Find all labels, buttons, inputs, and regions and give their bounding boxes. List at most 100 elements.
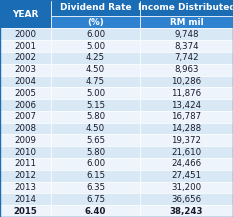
- Text: (%): (%): [87, 18, 104, 26]
- Bar: [51, 146, 140, 158]
- Text: 6.15: 6.15: [86, 171, 105, 180]
- Text: 2002: 2002: [15, 53, 37, 62]
- Bar: [140, 182, 233, 193]
- Text: 27,451: 27,451: [171, 171, 202, 180]
- Bar: [51, 158, 140, 170]
- Text: 2004: 2004: [15, 77, 37, 86]
- Bar: [51, 28, 140, 40]
- Text: 2009: 2009: [15, 136, 37, 145]
- Text: 6.00: 6.00: [86, 159, 105, 168]
- Text: 2000: 2000: [15, 30, 37, 39]
- Text: 5.65: 5.65: [86, 136, 105, 145]
- Text: 31,200: 31,200: [171, 183, 202, 192]
- Text: 9,748: 9,748: [174, 30, 199, 39]
- Bar: [51, 76, 140, 87]
- Text: 2011: 2011: [15, 159, 37, 168]
- Bar: [51, 99, 140, 111]
- Bar: [0, 135, 51, 146]
- Text: 8,963: 8,963: [174, 65, 199, 74]
- Text: 5.00: 5.00: [86, 42, 105, 51]
- Text: 2014: 2014: [15, 195, 37, 204]
- Text: 4.75: 4.75: [86, 77, 105, 86]
- Text: 2012: 2012: [15, 171, 37, 180]
- Text: RM mil: RM mil: [170, 18, 203, 26]
- Bar: [140, 52, 233, 64]
- Bar: [51, 193, 140, 205]
- Bar: [51, 135, 140, 146]
- Bar: [51, 0, 140, 16]
- Bar: [140, 87, 233, 99]
- Text: 2007: 2007: [15, 112, 37, 121]
- Bar: [0, 146, 51, 158]
- Text: Dividend Rate: Dividend Rate: [60, 3, 131, 12]
- Bar: [140, 28, 233, 40]
- Bar: [0, 193, 51, 205]
- Text: 19,372: 19,372: [171, 136, 201, 145]
- Text: 6.40: 6.40: [85, 207, 106, 216]
- Bar: [51, 123, 140, 135]
- Text: 38,243: 38,243: [170, 207, 203, 216]
- Bar: [51, 182, 140, 193]
- Bar: [140, 193, 233, 205]
- Text: 2008: 2008: [15, 124, 37, 133]
- Text: 4.50: 4.50: [86, 124, 105, 133]
- Text: 2005: 2005: [15, 89, 37, 98]
- Bar: [140, 111, 233, 123]
- Bar: [0, 28, 51, 40]
- Bar: [0, 52, 51, 64]
- Text: 8,374: 8,374: [174, 42, 199, 51]
- Text: 5.00: 5.00: [86, 89, 105, 98]
- Bar: [51, 205, 140, 217]
- Text: 24,466: 24,466: [171, 159, 202, 168]
- Bar: [0, 40, 51, 52]
- Bar: [51, 64, 140, 76]
- Text: 11,876: 11,876: [171, 89, 202, 98]
- Text: 2015: 2015: [14, 207, 38, 216]
- Text: Income Distributed: Income Distributed: [137, 3, 233, 12]
- Bar: [51, 87, 140, 99]
- Bar: [140, 0, 233, 16]
- Text: 14,288: 14,288: [171, 124, 202, 133]
- Bar: [140, 123, 233, 135]
- Text: 5.15: 5.15: [86, 100, 105, 110]
- Bar: [140, 205, 233, 217]
- Bar: [0, 205, 51, 217]
- Text: 7,742: 7,742: [174, 53, 199, 62]
- Text: 4.50: 4.50: [86, 65, 105, 74]
- Bar: [140, 99, 233, 111]
- Text: 5.80: 5.80: [86, 112, 105, 121]
- Bar: [0, 99, 51, 111]
- Bar: [0, 170, 51, 182]
- Bar: [140, 158, 233, 170]
- Bar: [0, 87, 51, 99]
- Bar: [0, 158, 51, 170]
- Text: 4.25: 4.25: [86, 53, 105, 62]
- Text: 2001: 2001: [15, 42, 37, 51]
- Text: 2006: 2006: [15, 100, 37, 110]
- Text: YEAR: YEAR: [12, 10, 39, 19]
- Bar: [140, 135, 233, 146]
- Text: 6.00: 6.00: [86, 30, 105, 39]
- Text: 5.80: 5.80: [86, 148, 105, 157]
- Bar: [140, 16, 233, 28]
- Text: 21,610: 21,610: [171, 148, 202, 157]
- Text: 13,424: 13,424: [171, 100, 202, 110]
- Bar: [140, 64, 233, 76]
- Bar: [0, 76, 51, 87]
- Text: 2010: 2010: [15, 148, 37, 157]
- Bar: [0, 64, 51, 76]
- Text: 2003: 2003: [15, 65, 37, 74]
- Text: 10,286: 10,286: [171, 77, 202, 86]
- Bar: [0, 123, 51, 135]
- Bar: [51, 52, 140, 64]
- Bar: [140, 76, 233, 87]
- Text: 6.75: 6.75: [86, 195, 105, 204]
- Bar: [51, 40, 140, 52]
- Text: 2013: 2013: [15, 183, 37, 192]
- Text: 16,787: 16,787: [171, 112, 202, 121]
- Bar: [140, 170, 233, 182]
- Bar: [140, 40, 233, 52]
- Bar: [51, 170, 140, 182]
- Bar: [0, 182, 51, 193]
- Bar: [0, 0, 51, 28]
